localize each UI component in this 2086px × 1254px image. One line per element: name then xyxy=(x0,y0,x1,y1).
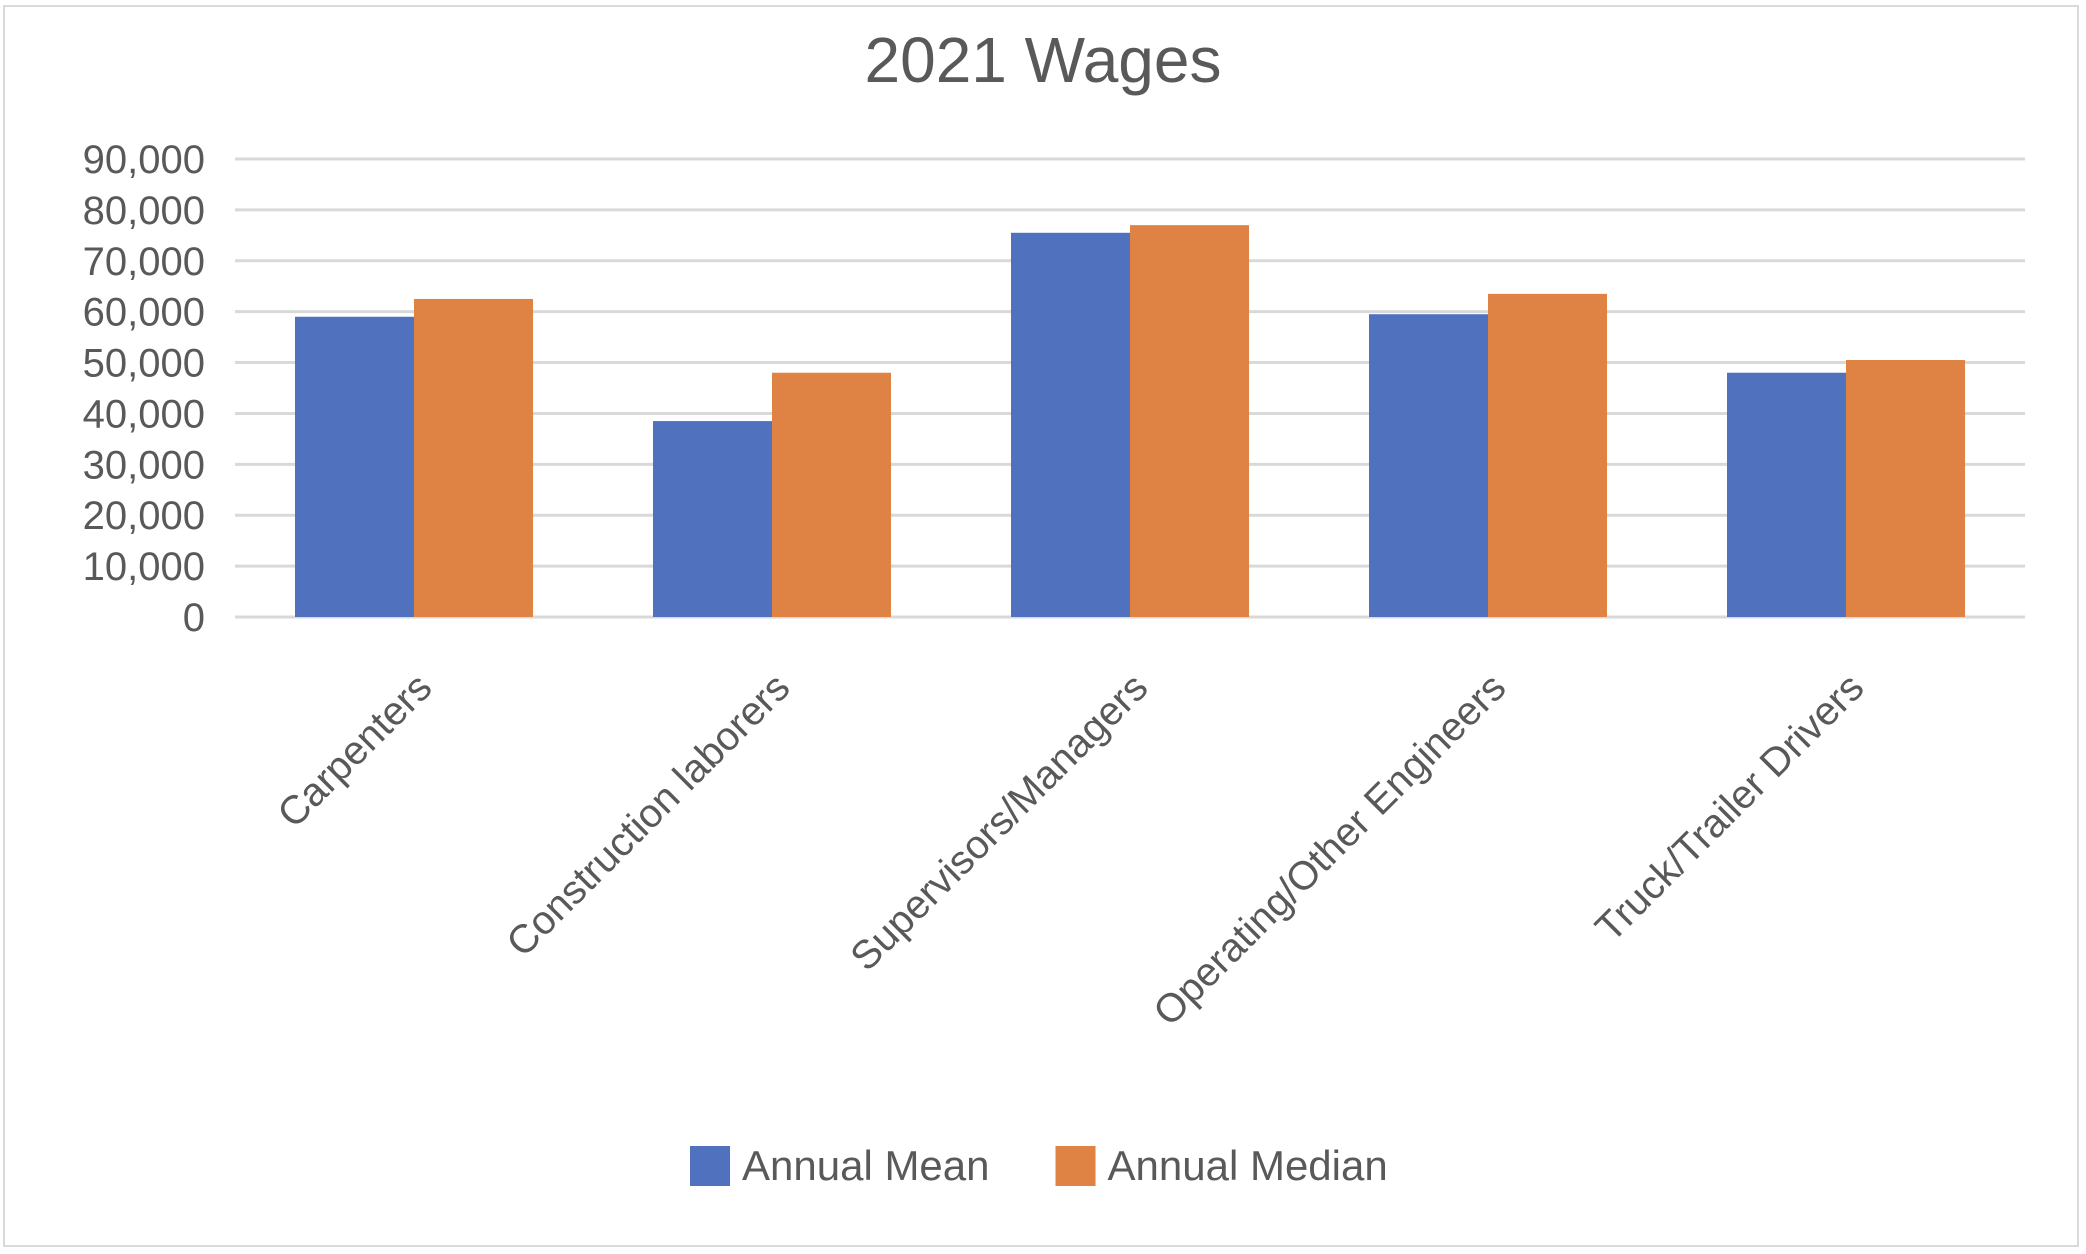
x-category-label: Carpenters xyxy=(269,665,440,836)
y-axis-tick-labels: 0 10,000 20,000 30,000 40,000 50,000 60,000 70,… xyxy=(83,138,205,640)
y-tick-label: 70,000 xyxy=(83,240,205,284)
bar-annual-median xyxy=(414,298,533,617)
bar-annual-mean xyxy=(1011,232,1130,618)
y-tick-label: 40,000 xyxy=(83,392,205,436)
legend-label: Annual Median xyxy=(1108,1142,1388,1189)
gridlines xyxy=(235,157,2025,619)
bar-annual-mean xyxy=(653,421,772,617)
x-category-label: Supervisors/Managers xyxy=(842,665,1156,979)
chart-frame xyxy=(3,5,2079,1247)
x-category-label: Truck/Trailer Drivers xyxy=(1587,665,1872,950)
bar-annual-mean xyxy=(1369,314,1488,617)
y-tick-label: 50,000 xyxy=(83,342,205,386)
bar-annual-median xyxy=(772,372,891,617)
x-category-label: Operating/Other Engineers xyxy=(1145,665,1514,1034)
y-tick-label: 80,000 xyxy=(83,189,205,233)
y-tick-label: 0 xyxy=(183,596,205,640)
legend-label: Annual Mean xyxy=(742,1142,990,1189)
x-axis-category-labels: Carpenters Construction laborers Superviso… xyxy=(269,665,1872,1034)
y-tick-label: 10,000 xyxy=(83,545,205,589)
bar-annual-median xyxy=(1846,360,1965,617)
y-tick-label: 20,000 xyxy=(83,494,205,538)
y-tick-label: 60,000 xyxy=(83,291,205,335)
bar-annual-median xyxy=(1130,225,1249,617)
x-category-label: Construction laborers xyxy=(498,665,798,965)
bars xyxy=(295,225,1965,618)
bar-annual-mean xyxy=(295,316,414,617)
bar-annual-median xyxy=(1488,293,1607,617)
y-tick-label: 90,000 xyxy=(83,138,205,182)
chart-title: 2021 Wages xyxy=(865,24,1222,96)
legend-swatch xyxy=(690,1146,730,1186)
bar-annual-mean xyxy=(1727,372,1846,617)
legend: Annual Mean Annual Median xyxy=(690,1142,1388,1189)
y-tick-label: 30,000 xyxy=(83,443,205,487)
legend-swatch xyxy=(1055,1146,1096,1186)
